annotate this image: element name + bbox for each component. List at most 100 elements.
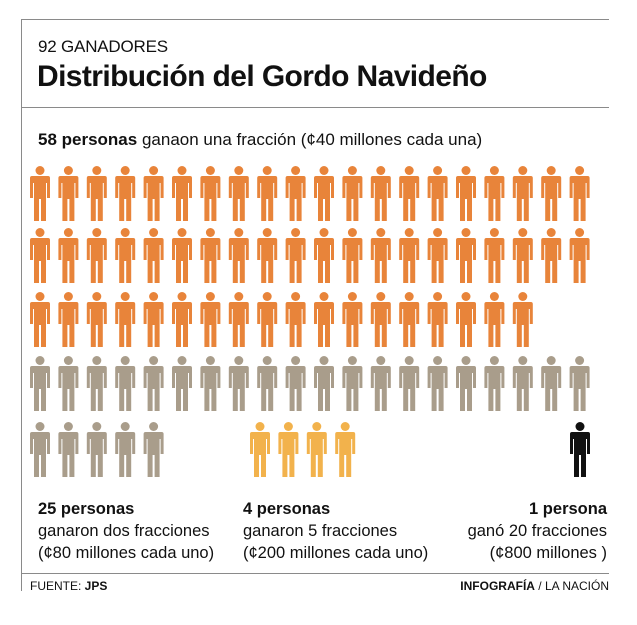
person-icon-group-2	[370, 356, 391, 411]
person-body	[115, 238, 136, 283]
person-icon-group-1	[512, 166, 533, 221]
person-body	[342, 302, 363, 347]
person-head	[177, 166, 187, 175]
person-icon-group-1	[86, 292, 107, 347]
person-icon-group-1	[200, 166, 221, 221]
person-icon-group-1	[172, 228, 192, 283]
person-body	[115, 432, 136, 477]
person-body	[427, 366, 448, 411]
person-body	[58, 432, 79, 477]
person-icon-group-1	[115, 292, 136, 347]
person-icon-group-1	[342, 292, 363, 347]
person-icon-group-1	[285, 166, 306, 221]
person-head	[149, 166, 159, 175]
person-icon-group-2	[342, 356, 363, 411]
person-head	[92, 166, 102, 175]
person-body	[569, 238, 590, 283]
person-head	[262, 166, 272, 175]
person-icon-group-1	[370, 166, 391, 221]
person-body	[314, 238, 334, 283]
person-icon-group-1	[58, 166, 79, 221]
person-head	[347, 228, 357, 237]
person-icon-group-2	[115, 422, 136, 477]
person-body	[285, 176, 306, 221]
person-body	[306, 432, 327, 477]
person-icon-group-2	[257, 356, 278, 411]
person-icon-group-2	[541, 356, 562, 411]
group-1-count: 58 personas	[38, 130, 138, 149]
frame-top-border	[21, 19, 609, 20]
person-body	[399, 238, 420, 283]
person-icon-group-1	[115, 166, 136, 221]
person-head	[518, 228, 528, 237]
person-body	[512, 302, 533, 347]
legend-line: ganó 20 fracciones	[467, 522, 607, 540]
person-head	[205, 228, 215, 237]
person-body	[314, 366, 334, 411]
person-icon-group-1	[427, 228, 448, 283]
person-head	[92, 228, 102, 237]
person-head	[283, 422, 293, 431]
source-label: FUENTE:	[30, 579, 85, 593]
person-head	[262, 356, 272, 365]
person-icon-group-2	[30, 356, 50, 411]
person-body	[143, 366, 164, 411]
person-body	[30, 302, 50, 347]
person-icon-group-1	[86, 166, 107, 221]
person-head	[120, 422, 130, 431]
person-body	[257, 176, 278, 221]
person-head	[461, 356, 471, 365]
person-head	[319, 166, 329, 175]
person-body	[58, 238, 79, 283]
legend-group-2: 25 personas ganaron dos fracciones (¢80 …	[38, 498, 214, 564]
person-head	[63, 166, 73, 175]
person-body	[86, 432, 107, 477]
person-head	[546, 228, 556, 237]
person-body	[285, 238, 306, 283]
person-body	[58, 302, 79, 347]
person-head	[575, 422, 585, 431]
person-body	[86, 238, 107, 283]
legend-line: ganaron 5 fracciones	[243, 522, 398, 540]
person-icon-group-2	[200, 356, 221, 411]
person-body	[285, 302, 306, 347]
person-head	[120, 292, 130, 301]
person-head	[461, 292, 471, 301]
person-body	[172, 366, 192, 411]
person-head	[376, 166, 386, 175]
person-head	[376, 292, 386, 301]
person-icon-group-1	[314, 166, 334, 221]
person-head	[518, 356, 528, 365]
person-head	[319, 228, 329, 237]
person-icon-group-1	[484, 292, 505, 347]
credit-outlet: / LA NACIÓN	[534, 579, 609, 593]
person-icon-group-1	[399, 166, 420, 221]
person-head	[35, 292, 45, 301]
person-icon-group-1	[456, 166, 476, 221]
person-icon-group-1	[484, 166, 505, 221]
person-head	[92, 422, 102, 431]
person-icon-group-1	[512, 228, 533, 283]
person-head	[63, 356, 73, 365]
person-head	[461, 228, 471, 237]
person-icon-group-2	[30, 422, 50, 477]
person-body	[30, 176, 50, 221]
group-1-description: ganaon una fracción (¢40 millones cada u…	[137, 130, 483, 149]
person-body	[58, 176, 79, 221]
legend-count: 1 persona	[529, 500, 607, 518]
person-icon-group-2	[86, 422, 107, 477]
legend-count: 4 personas	[243, 500, 331, 518]
person-head	[35, 166, 45, 175]
person-body	[541, 176, 562, 221]
person-body	[115, 176, 136, 221]
person-icon-group-1	[285, 292, 306, 347]
person-head	[120, 166, 130, 175]
person-body	[569, 176, 590, 221]
person-icon-group-1	[285, 228, 306, 283]
person-icon-group-1	[427, 166, 448, 221]
person-icon-group-1	[484, 228, 505, 283]
title-divider	[21, 107, 609, 108]
person-body	[278, 432, 299, 477]
person-icon-group-1	[257, 228, 278, 283]
